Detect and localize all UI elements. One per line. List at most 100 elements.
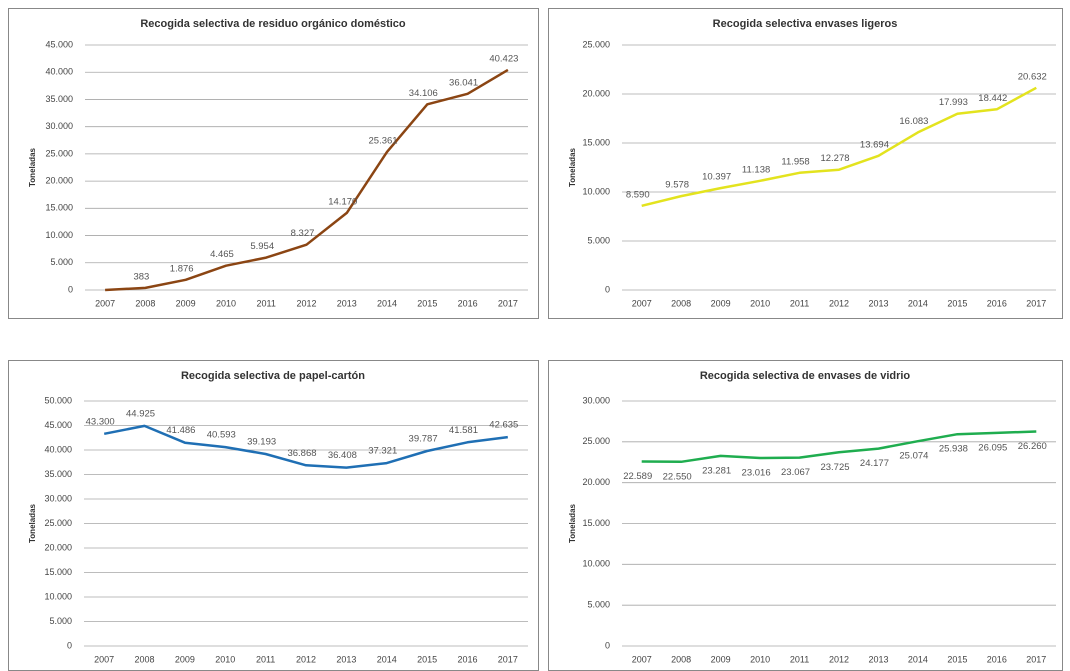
data-label: 36.408 bbox=[328, 450, 357, 461]
chart-title: Recogida selectiva de residuo orgánico d… bbox=[140, 18, 406, 30]
chart-title: Recogida selectiva de papel-cartón bbox=[181, 370, 365, 382]
y-tick-label: 25.000 bbox=[45, 148, 73, 158]
y-tick-label: 15.000 bbox=[582, 518, 610, 528]
data-label: 383 bbox=[133, 271, 149, 282]
x-tick-label: 2013 bbox=[868, 298, 888, 308]
x-tick-label: 2007 bbox=[632, 298, 652, 308]
x-tick-label: 2011 bbox=[256, 654, 275, 664]
x-tick-label: 2017 bbox=[1026, 654, 1046, 664]
data-label: 11.138 bbox=[742, 164, 770, 175]
data-label: 41.581 bbox=[449, 425, 478, 436]
y-tick-label: 0 bbox=[68, 284, 73, 294]
x-tick-label: 2010 bbox=[750, 298, 770, 308]
data-label: 39.193 bbox=[247, 436, 276, 447]
x-tick-label: 2016 bbox=[987, 298, 1007, 308]
data-label: 16.083 bbox=[899, 116, 928, 127]
x-tick-label: 2008 bbox=[671, 654, 691, 664]
data-label: 40.593 bbox=[207, 430, 236, 441]
y-axis-title: Toneladas bbox=[28, 147, 37, 187]
x-tick-label: 2013 bbox=[337, 298, 357, 308]
y-tick-label: 5.000 bbox=[50, 257, 73, 267]
chart: Recogida selectiva envases ligeros Tonela… bbox=[548, 8, 1063, 319]
x-tick-label: 2011 bbox=[790, 654, 809, 664]
data-label: 18.442 bbox=[978, 93, 1007, 104]
data-label: 22.589 bbox=[623, 471, 652, 482]
x-tick-label: 2011 bbox=[790, 298, 809, 308]
x-tick-label: 2007 bbox=[95, 298, 115, 308]
y-tick-label: 20.000 bbox=[45, 175, 73, 185]
data-label: 25.361 bbox=[369, 135, 398, 146]
y-tick-label: 0 bbox=[67, 640, 72, 650]
chart-title: Recogida selectiva de envases de vidrio bbox=[700, 370, 911, 382]
data-label: 40.423 bbox=[489, 53, 518, 64]
y-axis-title: Toneladas bbox=[568, 503, 577, 543]
x-tick-label: 2014 bbox=[908, 298, 928, 308]
y-tick-label: 30.000 bbox=[582, 395, 610, 405]
data-label: 22.550 bbox=[663, 471, 692, 482]
x-tick-label: 2017 bbox=[498, 298, 518, 308]
data-label: 36.868 bbox=[287, 448, 316, 459]
y-tick-label: 0 bbox=[605, 284, 610, 294]
y-tick-label: 10.000 bbox=[45, 230, 73, 240]
series-line bbox=[641, 430, 1037, 464]
x-tick-label: 2009 bbox=[711, 654, 731, 664]
x-tick-label: 2017 bbox=[498, 654, 518, 664]
x-tick-label: 2012 bbox=[296, 654, 316, 664]
data-label: 14.170 bbox=[328, 196, 357, 207]
y-tick-label: 10.000 bbox=[44, 591, 72, 601]
data-label: 43.300 bbox=[86, 416, 115, 427]
x-tick-label: 2015 bbox=[947, 654, 967, 664]
chart-frame bbox=[8, 360, 539, 671]
data-label: 36.041 bbox=[449, 77, 478, 88]
data-label: 11.958 bbox=[781, 156, 809, 167]
data-label: 44.925 bbox=[126, 408, 155, 419]
data-label: 34.106 bbox=[409, 88, 438, 99]
x-tick-label: 2013 bbox=[336, 654, 356, 664]
data-label: 23.067 bbox=[781, 467, 810, 478]
y-tick-label: 25.000 bbox=[582, 39, 610, 49]
data-label: 12.278 bbox=[820, 153, 849, 164]
series-line bbox=[641, 86, 1037, 208]
y-tick-label: 0 bbox=[605, 640, 610, 650]
y-tick-label: 35.000 bbox=[45, 94, 73, 104]
chart: Recogida selectiva de papel-cartón Tonela… bbox=[8, 360, 539, 671]
chart-frame bbox=[548, 8, 1063, 319]
x-tick-label: 2014 bbox=[377, 298, 397, 308]
data-label: 23.281 bbox=[702, 465, 731, 476]
data-label: 10.397 bbox=[702, 172, 731, 183]
y-tick-label: 25.000 bbox=[44, 518, 72, 528]
x-tick-label: 2015 bbox=[947, 298, 967, 308]
data-label: 4.465 bbox=[210, 249, 234, 260]
y-tick-label: 5.000 bbox=[587, 600, 610, 610]
x-tick-label: 2009 bbox=[175, 654, 195, 664]
x-tick-label: 2008 bbox=[671, 298, 691, 308]
data-label: 8.590 bbox=[626, 189, 650, 200]
x-tick-label: 2013 bbox=[868, 654, 888, 664]
y-tick-label: 10.000 bbox=[582, 186, 610, 196]
y-tick-label: 50.000 bbox=[44, 395, 72, 405]
y-axis-title: Toneladas bbox=[568, 147, 577, 187]
series-line bbox=[103, 424, 508, 469]
x-tick-label: 2007 bbox=[94, 654, 114, 664]
data-label: 13.694 bbox=[860, 139, 889, 150]
y-tick-label: 30.000 bbox=[44, 493, 72, 503]
x-tick-label: 2009 bbox=[176, 298, 196, 308]
x-tick-label: 2016 bbox=[987, 654, 1007, 664]
y-tick-label: 20.000 bbox=[582, 88, 610, 98]
data-label: 25.074 bbox=[899, 451, 928, 462]
data-label: 9.578 bbox=[665, 180, 689, 191]
x-tick-label: 2012 bbox=[829, 298, 849, 308]
data-label: 25.938 bbox=[939, 444, 968, 455]
data-label: 20.632 bbox=[1018, 71, 1047, 82]
y-tick-label: 25.000 bbox=[582, 436, 610, 446]
y-tick-label: 20.000 bbox=[582, 477, 610, 487]
data-label: 39.787 bbox=[409, 434, 438, 445]
data-label: 8.327 bbox=[291, 228, 315, 239]
data-label: 41.486 bbox=[166, 425, 195, 436]
data-label: 26.095 bbox=[978, 442, 1007, 453]
chart-frame bbox=[8, 8, 539, 319]
x-tick-label: 2012 bbox=[296, 298, 316, 308]
data-label: 5.954 bbox=[250, 241, 274, 252]
y-tick-label: 45.000 bbox=[45, 39, 73, 49]
